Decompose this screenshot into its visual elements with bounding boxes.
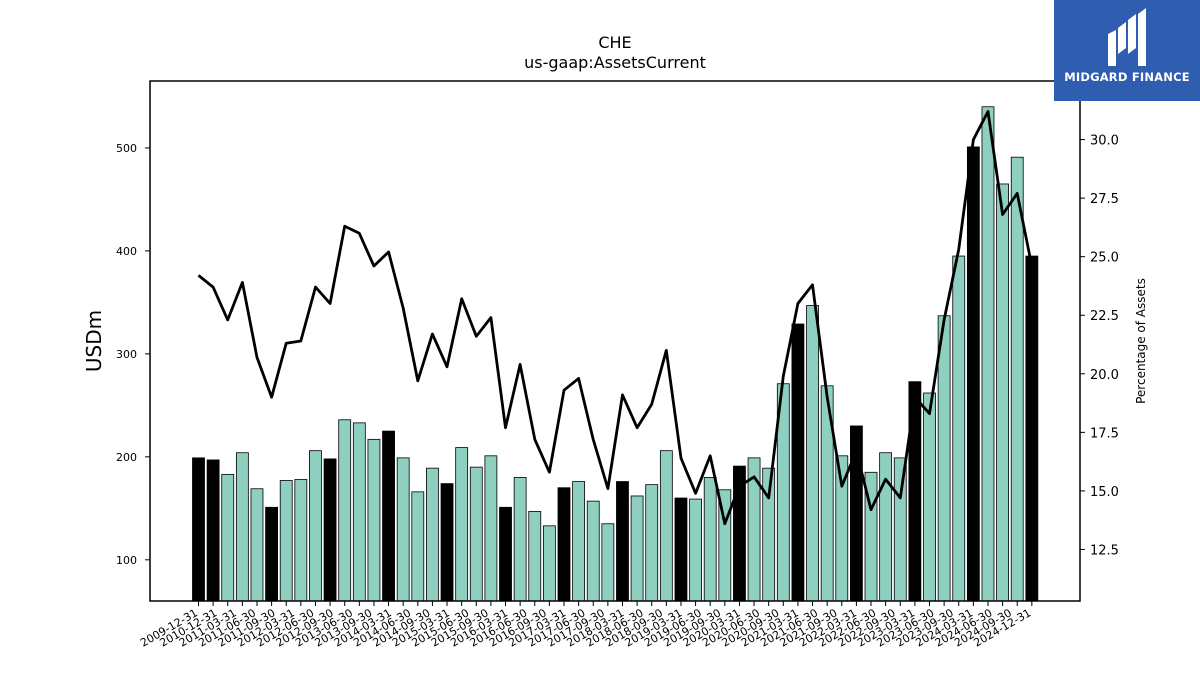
y2-tick-label: 15.0 — [1090, 485, 1119, 500]
bar — [235, 452, 249, 602]
percentage-line — [197, 110, 1034, 526]
bar — [601, 523, 615, 602]
bar — [265, 506, 279, 602]
x-axis: 2009-12-312010-12-312011-03-312011-06-30… — [138, 601, 1033, 650]
bar — [352, 422, 366, 602]
bar — [323, 458, 337, 602]
y-tick-label: 400 — [116, 245, 137, 258]
bar — [206, 459, 220, 602]
y2-tick-label: 27.5 — [1090, 192, 1119, 207]
bar — [396, 457, 410, 602]
bar — [659, 450, 673, 602]
y2-tick-label: 17.5 — [1090, 426, 1119, 441]
bar — [937, 315, 951, 602]
bar — [440, 483, 454, 602]
y2-axis: 12.5 15.0 17.5 20.0 22.5 25.0 27.5 30.0 — [1080, 134, 1119, 558]
bar — [879, 452, 893, 602]
y-tick-label: 500 — [116, 142, 137, 155]
y2-tick-label: 22.5 — [1090, 309, 1119, 324]
bar — [908, 381, 922, 602]
bar — [221, 473, 235, 602]
bar — [952, 255, 966, 602]
y-tick-label: 200 — [116, 451, 137, 464]
bar — [513, 477, 527, 602]
bar — [426, 467, 439, 602]
bar — [1010, 156, 1024, 602]
brand-name: MIDGARD FINANCE — [1064, 70, 1190, 84]
bar — [557, 487, 571, 602]
y-axis: 100 200 300 400 500 — [116, 142, 150, 567]
y2-tick-label: 25.0 — [1090, 251, 1119, 266]
bar — [966, 146, 980, 602]
bar — [279, 480, 293, 602]
bar — [250, 488, 264, 602]
brand-logo: MIDGARD FINANCE — [1054, 0, 1200, 101]
bar — [586, 500, 600, 602]
y2-tick-label: 20.0 — [1090, 368, 1119, 383]
bar — [791, 323, 805, 602]
bar — [411, 491, 425, 602]
bar — [923, 392, 936, 602]
bar — [542, 525, 556, 602]
y2-tick-label: 12.5 — [1090, 543, 1119, 558]
midgard-logo-icon — [1108, 8, 1146, 66]
bar — [499, 506, 512, 602]
bar — [192, 457, 205, 602]
bar — [616, 481, 629, 602]
bar — [469, 466, 483, 602]
chart-subtitle: us-gaap:AssetsCurrent — [524, 53, 706, 72]
bar — [338, 419, 352, 602]
bar — [703, 477, 717, 602]
bar-group — [192, 106, 1039, 602]
bar — [367, 438, 381, 602]
bar — [572, 481, 586, 602]
bar — [484, 455, 498, 602]
bar — [996, 183, 1009, 602]
plot-frame — [149, 80, 1081, 602]
y2-axis-label: Percentage of Assets — [1134, 278, 1148, 404]
bar — [981, 106, 995, 602]
bar — [645, 484, 659, 602]
bar — [893, 457, 907, 602]
bar — [1025, 255, 1039, 602]
y-tick-label: 100 — [116, 554, 137, 567]
bar — [689, 498, 702, 602]
bar — [674, 497, 688, 602]
bar — [806, 305, 819, 602]
y-tick-label: 300 — [116, 348, 137, 361]
bar — [455, 447, 469, 602]
chart-title: CHE — [598, 33, 631, 52]
bar — [630, 495, 644, 602]
y2-tick-label: 30.0 — [1090, 134, 1119, 149]
line-group — [197, 110, 1034, 526]
bar — [294, 479, 308, 602]
y-axis-label: USDm — [82, 310, 106, 372]
bar — [382, 430, 395, 602]
bar — [309, 450, 322, 602]
bar — [528, 511, 542, 602]
